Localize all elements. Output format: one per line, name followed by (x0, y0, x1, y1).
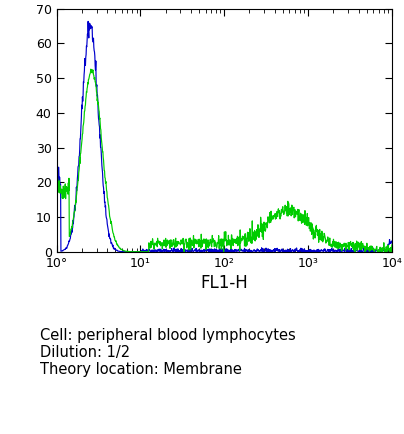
X-axis label: FL1-H: FL1-H (200, 274, 248, 292)
Text: Cell: peripheral blood lymphocytes
Dilution: 1/2
Theory location: Membrane: Cell: peripheral blood lymphocytes Dilut… (40, 328, 296, 378)
